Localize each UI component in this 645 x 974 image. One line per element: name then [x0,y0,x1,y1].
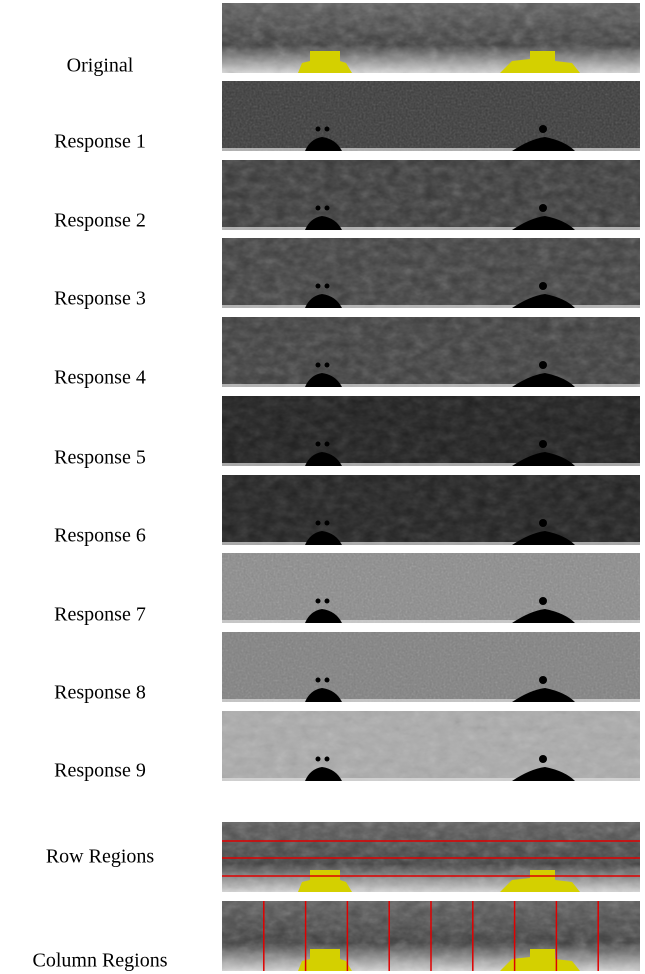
blob [512,373,575,387]
border-strip [222,463,640,466]
image-texture [222,3,640,73]
blob [305,452,342,466]
border-strip [222,148,640,151]
yellow-region [298,51,352,73]
panel-label: Response 4 [54,367,146,389]
dot [315,520,321,526]
dot [315,441,321,447]
image-texture [222,822,640,892]
dot [315,283,321,289]
yellow-region [500,949,580,971]
dot [539,440,547,448]
border-strip [222,305,640,308]
image-texture [222,553,640,623]
panel-label: Response 3 [54,288,146,310]
dot [539,676,547,684]
dot [539,519,547,527]
border-strip [222,384,640,387]
dot [324,756,330,762]
blob [512,216,575,230]
dot [315,205,321,211]
panel-label: Row Regions [46,846,155,868]
panel-image [222,553,640,623]
dot [324,205,330,211]
dot [315,126,321,132]
panel-image [222,81,640,151]
panel-label: Column Regions [32,950,167,972]
dot [324,283,330,289]
dot [324,126,330,132]
dot [539,597,547,605]
yellow-region [500,51,580,73]
panel-label: Response 2 [54,210,146,232]
image-texture [222,711,640,781]
dot [539,125,547,133]
panel-label: Response 7 [54,604,146,626]
panel-image [222,475,640,545]
dot [539,282,547,290]
image-texture [222,238,640,308]
panel-label: Response 6 [54,525,146,547]
blob [305,688,342,702]
panel-image [222,396,640,466]
image-texture [222,81,640,151]
blob [512,609,575,623]
panel-image [222,901,640,971]
image-texture [222,396,640,466]
image-texture [222,475,640,545]
blob [512,531,575,545]
blob [512,137,575,151]
dot [324,362,330,368]
blob [305,373,342,387]
blob [512,767,575,781]
image-texture [222,317,640,387]
dot [539,755,547,763]
blob [305,531,342,545]
panel-label: Response 1 [54,131,146,153]
border-strip [222,699,640,702]
panel-image [222,822,640,892]
dot [539,361,547,369]
border-strip [222,227,640,230]
blob [305,137,342,151]
panel-image [222,3,640,73]
panel-label: Response 5 [54,447,146,469]
dot [315,756,321,762]
panel-image [222,632,640,702]
image-texture [222,632,640,702]
dot [324,520,330,526]
panel-image [222,238,640,308]
dot [324,677,330,683]
blob [512,688,575,702]
dot [324,441,330,447]
yellow-region [298,949,352,971]
border-strip [222,620,640,623]
border-strip [222,778,640,781]
dot [315,598,321,604]
border-strip [222,542,640,545]
panel-image [222,711,640,781]
dot [539,204,547,212]
panel-label: Response 9 [54,760,146,782]
panel-image [222,160,640,230]
blob [305,609,342,623]
dot [315,362,321,368]
panel-label: Original [67,55,134,77]
panel-label: Response 8 [54,682,146,704]
blob [305,294,342,308]
blob [305,767,342,781]
blob [305,216,342,230]
blob [512,452,575,466]
dot [324,598,330,604]
panel-image [222,317,640,387]
dot [315,677,321,683]
blob [512,294,575,308]
image-texture [222,160,640,230]
yellow-region [500,870,580,892]
